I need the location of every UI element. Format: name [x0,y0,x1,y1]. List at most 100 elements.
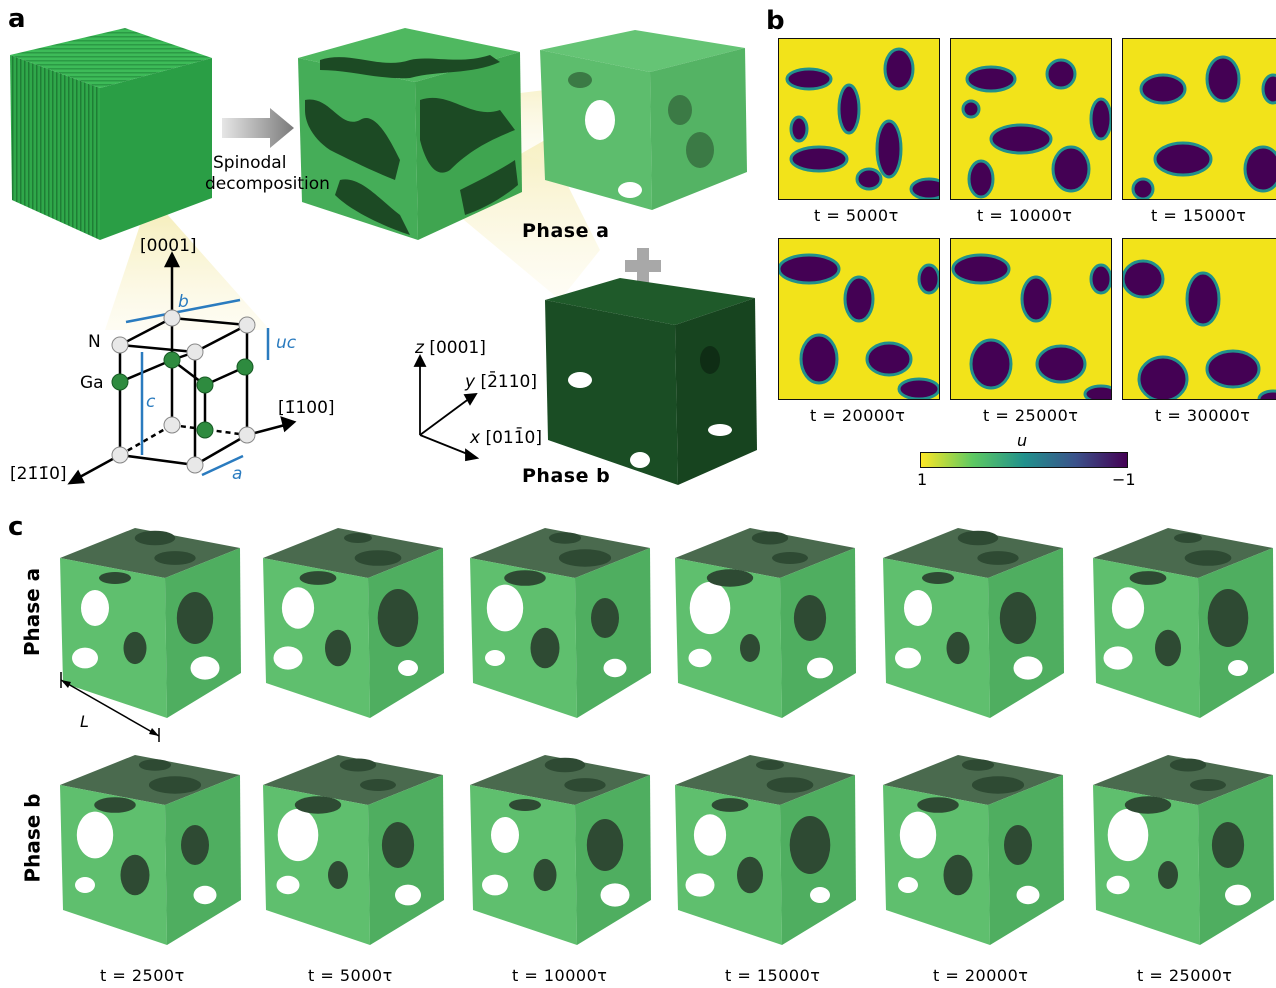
phase-domain [1243,145,1276,193]
phase-domain [1261,73,1276,105]
field-time-label: t = 25000τ [983,406,1079,425]
field-time-label: t = 10000τ [977,206,1073,225]
phase-a-label: Phase a [522,220,610,242]
phase-b-cube [545,278,757,485]
phase-domain [1139,73,1187,105]
phase-domain [1257,389,1276,399]
decomposed-cube [298,28,522,240]
phase-domain [855,167,883,191]
cube-time-label: t = 25000τ [1137,966,1233,985]
phase-a-cube-snapshot [883,528,1064,718]
phase-domain [1089,97,1111,141]
phase-domain [1045,58,1077,90]
n-atoms [111,309,256,474]
phase-domain [785,67,833,91]
phase-domain [883,47,915,91]
param-b-label: b [178,292,189,312]
phase-b-cube-snapshot [883,755,1064,945]
phase-b-cube-snapshot [675,755,856,945]
phase-domain [1131,177,1155,199]
cube-time-label: t = 5000τ [308,966,393,985]
phase-domain [1089,263,1111,295]
lattice-dimension-arrows [125,298,270,477]
phase-a-cube-snapshot [675,528,856,718]
phase-domain [1185,271,1221,327]
phase-a-cube-snapshot [60,528,241,718]
phase-domain [789,145,849,173]
phase-b-label: Phase b [522,465,611,487]
decomposition-arrow [222,108,294,148]
field-time-label: t = 15000τ [1151,206,1247,225]
field-time-label: t = 20000τ [810,406,906,425]
length-scale [60,672,160,742]
phase-domain [1205,349,1261,389]
field-time-label: t = 5000τ [814,206,899,225]
cube-time-label: t = 2500τ [100,966,185,985]
param-uc-label: uc [276,333,297,353]
cube-time-label: t = 20000τ [933,966,1029,985]
panel-label-a: a [8,4,26,34]
phase-domain [897,377,939,399]
phase-domain [1051,145,1091,193]
row-label-phase-b: Phase b [20,793,45,883]
field-snapshot [778,238,940,400]
zoom-beam-crystal [105,195,270,330]
frame-z-label: z [0001] [415,338,486,358]
field-snapshot [1122,38,1276,200]
phase-domain [843,275,875,323]
wurtzite-unit-cell [118,316,249,467]
colorbar [920,452,1128,468]
phase-domain [799,333,839,385]
phase-domain [789,115,809,143]
axis-0001-label: [0001] [140,236,197,256]
colorbar-min-label: 1 [917,470,928,489]
field-snapshot [950,38,1112,200]
cube-time-label: t = 10000τ [512,966,608,985]
phase-a-cube-snapshot [1093,528,1274,718]
phase-domain [1035,344,1087,384]
param-c-label: c [146,392,156,412]
decomposition-text-line1: Spinodal [213,153,287,173]
crystal-axes [67,251,297,485]
colorbar-max-label: −1 [1112,470,1136,489]
atom-n-label: N [88,332,101,352]
frame-y-label: y [2̄110] [465,372,537,392]
phase-domain [779,253,841,285]
phase-domain [1153,141,1213,177]
panel-label-c: c [8,512,24,542]
panel-label-b: b [766,6,785,36]
phase-domain [967,159,995,199]
phase-domain [965,65,1017,93]
phase-a-cube-snapshot [470,528,651,718]
cube-time-label: t = 15000τ [725,966,821,985]
phase-b-cube-snapshot [470,755,651,945]
length-scale-label: L [80,712,89,731]
phase-domain [969,338,1013,390]
param-a-label: a [232,464,243,484]
atom-ga-label: Ga [80,373,104,393]
field-snapshot [778,38,940,200]
phase-b-cube-snapshot [263,755,444,945]
phase-b-cube-snapshot [1093,755,1274,945]
phase-domain [1020,275,1052,323]
row-label-phase-a: Phase a [20,567,45,657]
phase-domain [1123,259,1165,299]
field-snapshot [1122,238,1276,400]
initial-cube [10,28,212,240]
decomposition-text-line2: decomposition [205,174,330,194]
ga-atoms [111,351,254,439]
colorbar-title: u [1017,431,1028,450]
phase-domain [961,99,981,119]
phase-domain [1083,384,1111,399]
phase-domain [837,83,861,135]
axis-m1100-label: [1̄100] [278,398,335,418]
phase-b-cube-snapshot [60,755,241,945]
phase-domain [909,177,939,199]
coordinate-frame [413,353,480,462]
plus-icon [625,248,661,284]
panel-a-graphics [10,28,757,485]
axis-2m1m10-label: [21̄1̄0] [10,464,67,484]
phase-domain [865,341,913,377]
phase-domain [917,263,939,295]
phase-domain [989,123,1053,155]
